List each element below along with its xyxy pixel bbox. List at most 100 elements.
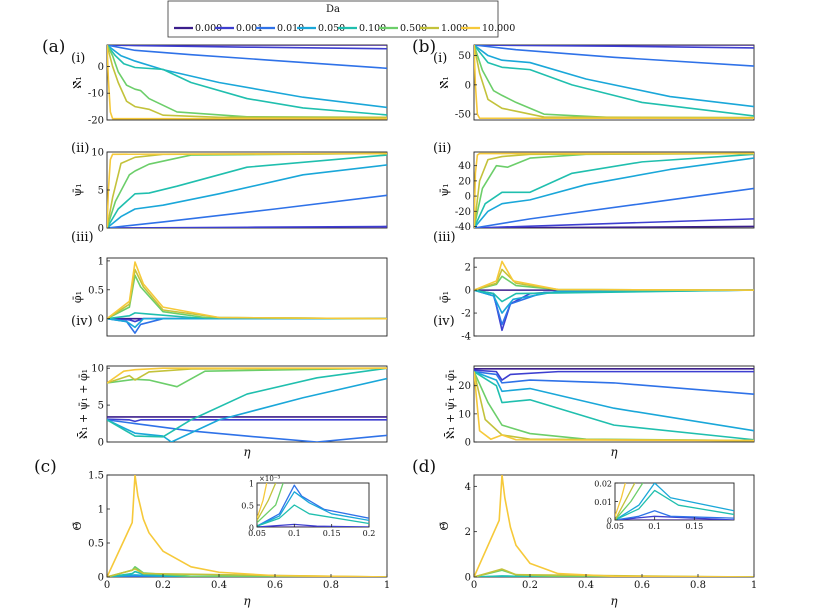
axes-frame-b-iii — [473, 257, 755, 337]
legend-title: Da — [326, 4, 340, 15]
legend: Da 0.000 0.001 0.010 0.050 0.100 0.500 1.000 10… — [167, 0, 515, 38]
series-line-a-iv-0.050 — [107, 377, 387, 442]
ytick-label-b-ii-1: 20 — [458, 176, 471, 187]
ytick-label-a-i-1: -10 — [88, 89, 104, 100]
series-line-b-i-0.050 — [474, 45, 754, 108]
xtick-label-d-inset-0: 0.05 — [606, 522, 624, 531]
legend-label-0.000: 0.000 — [195, 23, 222, 34]
xtick-label-d-inset-2: 0.15 — [685, 522, 703, 531]
legend-label-0.001: 0.001 — [236, 23, 263, 34]
series-line-d-inset-0.010 — [615, 510, 734, 520]
ylabel-a-i: ℵ̄₁ — [71, 76, 84, 89]
ylabel-a-iii: φ̄₁ — [71, 291, 84, 303]
series-line-d-inset-0.050 — [615, 483, 734, 520]
series-line-b-iii-10.000 — [474, 260, 754, 291]
ytick-label-b-iv-0: 20 — [458, 381, 471, 392]
series-line-b-i-10.000 — [474, 45, 754, 120]
ytick-label-a-ii-0: 10 — [91, 148, 104, 159]
chart-a-ii: 10 5 0 ψ̄₁ (ii) — [71, 141, 388, 235]
ylabel-a-ii: ψ̄₁ — [71, 183, 84, 196]
legend-label-0.050: 0.050 — [318, 23, 345, 34]
subpanel-tag-b-iv: (iv) — [433, 314, 455, 329]
ytick-label-b-iv-2: 0 — [465, 438, 471, 449]
series-line-b-ii-0.000 — [474, 225, 754, 228]
series-line-b-ii-0.100 — [474, 153, 754, 228]
series-line-b-iv-0.050 — [474, 370, 754, 432]
xtick-label-c-inset-1: 0.1 — [288, 529, 301, 538]
ylabel-b-iii: φ̄₁ — [438, 291, 451, 303]
ytick-label-b-ii-4: -40 — [455, 222, 471, 233]
subpanel-tag-a-iii: (iii) — [71, 230, 94, 245]
series-line-d-inset-1.000 — [615, 483, 636, 520]
series-line-b-iv-10.000 — [474, 371, 754, 442]
series-line-a-ii-0.100 — [107, 154, 387, 228]
panel-label-d: (d) — [412, 457, 436, 477]
series-line-a-ii-0.010 — [107, 194, 387, 228]
xtick-label-d-2: 0.4 — [578, 580, 594, 591]
series-line-a-i-0.100 — [107, 45, 387, 116]
series-group-c-inset — [257, 483, 369, 527]
chart-a-iii: 1 0.5 0 φ̄₁ (iii) — [71, 230, 388, 337]
legend-box — [167, 0, 499, 38]
chart-b-iv: 20 10 0 ℵ̄₁ + ψ̄₁ + φ̄₁ η (iv) — [433, 314, 755, 459]
ylabel-b-ii: ψ̄₁ — [438, 183, 451, 196]
ytick-label-c-inset-2: 0 — [249, 524, 254, 533]
subpanel-tag-a-i: (i) — [71, 51, 85, 66]
series-line-c-10.000 — [107, 475, 387, 577]
xtick-label-d-1: 0.2 — [522, 580, 538, 591]
xlabel-c: η — [243, 594, 251, 608]
xtick-label-d-0: 0 — [471, 580, 477, 591]
legend-label-0.500: 0.500 — [400, 23, 427, 34]
series-line-b-ii-0.050 — [474, 157, 754, 228]
ylabel-c: Θ̄ — [71, 521, 84, 530]
ytick-label-b-iii-0: 2 — [465, 263, 471, 274]
series-line-c-inset-0.001 — [257, 523, 369, 527]
chart-d-inset: 0.02 0.01 00.05 0.1 0.15 — [594, 480, 735, 531]
xtick-label-d-4: 0.8 — [690, 580, 706, 591]
ylabel-b-i: ℵ̄₁ — [438, 76, 451, 89]
series-line-b-iii-0.050 — [474, 289, 754, 314]
series-line-b-ii-10.000 — [474, 152, 754, 228]
chart-c-inset: 1 0.5 00.05 0.1 0.15 0.2 ×10⁻³ — [241, 475, 375, 538]
chart-a-iv: 10 5 0 ℵ̄₁ + ψ̄₁ + φ̄₁ η (iv) — [71, 314, 388, 459]
axes-frame-a-i — [106, 44, 388, 121]
ytick-label-a-iv-2: 0 — [98, 438, 104, 449]
ytick-label-a-iii-0: 1 — [98, 256, 104, 267]
series-line-c-inset-1.000 — [257, 483, 277, 521]
legend-label-0.010: 0.010 — [277, 23, 304, 34]
series-group-b-iv — [474, 368, 754, 442]
ytick-label-c-inset-1: 0.5 — [241, 502, 254, 511]
panel-label-c: (c) — [34, 457, 57, 477]
series-group-c — [107, 475, 387, 577]
ytick-label-d-2: 0 — [465, 573, 471, 584]
series-line-d-inset-10.000 — [615, 483, 626, 517]
ytick-label-d-1: 2 — [465, 527, 471, 538]
axes-frame-a-iv — [106, 365, 388, 443]
series-line-a-iii-0.050 — [107, 317, 387, 329]
series-line-a-ii-0.050 — [107, 164, 387, 228]
series-line-a-iv-10.000 — [107, 367, 387, 384]
series-line-d-inset-0.001 — [615, 515, 734, 520]
series-line-a-iv-0.500 — [107, 367, 387, 388]
series-group-a-iv — [107, 367, 387, 442]
ytick-label-c-0: 1.5 — [88, 471, 104, 482]
chart-a-i: 0 -10 -20 ℵ̄₁ (i) — [71, 44, 388, 127]
ytick-label-d-inset-0: 0.02 — [594, 480, 612, 489]
ytick-label-b-iii-1: 0 — [465, 286, 471, 297]
xtick-label-c-5: 1 — [384, 580, 390, 591]
legend-label-1.000: 1.000 — [441, 23, 468, 34]
xtick-label-c-1: 0.2 — [155, 580, 171, 591]
series-line-d-inset-0.100 — [615, 489, 734, 520]
xtick-label-c-4: 0.8 — [323, 580, 339, 591]
series-line-c-inset-10.000 — [257, 483, 268, 519]
series-line-a-iii-10.000 — [107, 261, 387, 320]
series-group-a-ii — [107, 152, 387, 228]
ytick-label-c-inset-0: 1 — [249, 480, 254, 489]
ytick-label-c-2: 0.5 — [88, 539, 104, 550]
series-group-a-i — [107, 45, 387, 120]
series-line-a-i-0.001 — [107, 45, 387, 50]
series-line-a-i-10.000 — [107, 45, 387, 120]
ytick-label-a-iii-2: 0 — [98, 314, 104, 325]
axes-frame-b-i — [473, 44, 755, 121]
series-line-b-iv-0.010 — [474, 370, 754, 395]
